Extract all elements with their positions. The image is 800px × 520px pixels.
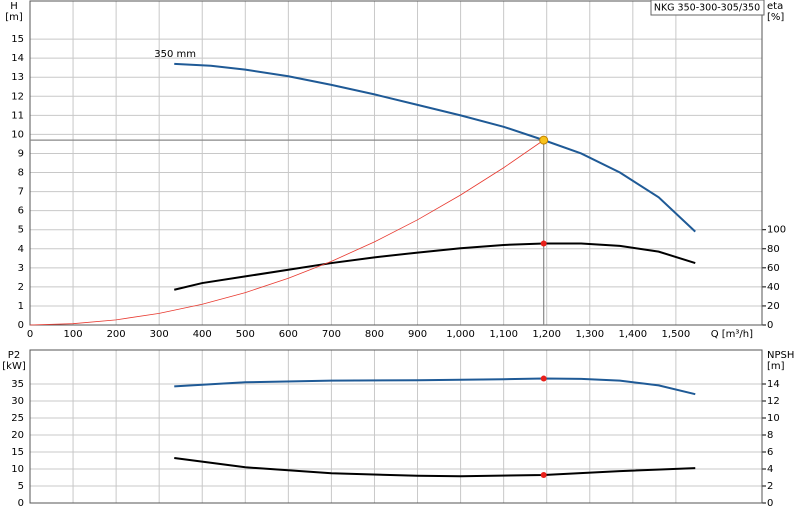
x-tick-label: 100 [64, 329, 83, 340]
y-tick-label: 9 [18, 148, 24, 159]
x-tick-label: 1,300 [575, 329, 604, 340]
y2-axis-unit: [m] [767, 361, 785, 372]
y2-tick-label: 8 [767, 430, 773, 441]
x-tick-label: 400 [193, 329, 212, 340]
y-tick-label: 2 [18, 282, 24, 293]
x-tick-label: 300 [150, 329, 169, 340]
y-tick-label: 6 [18, 206, 24, 217]
y-tick-label: 30 [11, 396, 24, 407]
y2-tick-label: 2 [767, 481, 773, 492]
operating-point [540, 471, 547, 478]
y-tick-label: 5 [18, 481, 24, 492]
y2-tick-label: 12 [767, 396, 780, 407]
y-axis-label: P2 [8, 350, 20, 361]
y-tick-label: 0 [18, 498, 24, 509]
y-axis-unit: [kW] [2, 361, 26, 372]
plot-frame [29, 349, 763, 504]
y-tick-label: 10 [11, 464, 24, 475]
x-tick-label: 1,000 [446, 329, 475, 340]
y2-tick-label: 10 [767, 413, 780, 424]
x-tick-label: 200 [107, 329, 126, 340]
plot-frame [29, 0, 763, 326]
y-tick-label: 15 [11, 447, 24, 458]
x-tick-label: 0 [27, 329, 33, 340]
x-tick-label: 1,500 [662, 329, 691, 340]
y-tick-label: 7 [18, 187, 24, 198]
y2-tick-label: 80 [767, 244, 780, 255]
y-tick-label: 20 [11, 430, 24, 441]
y2-tick-label: 60 [767, 263, 780, 274]
y2-tick-label: 0 [767, 498, 773, 509]
y-tick-label: 35 [11, 379, 24, 390]
curve-label: 350 mm [154, 49, 196, 60]
operating-point [540, 240, 547, 247]
curve [174, 377, 696, 396]
title-box [650, 0, 765, 16]
x-axis-label: Q [m³/h] [711, 329, 753, 340]
x-tick-label: 900 [408, 329, 427, 340]
x-tick-label: 600 [279, 329, 298, 340]
curve [29, 139, 544, 326]
x-tick-label: 1,400 [619, 329, 648, 340]
x-tick-label: 800 [365, 329, 384, 340]
y-tick-label: 14 [11, 53, 24, 64]
y2-axis-label: eta [767, 1, 783, 12]
y-tick-label: 13 [11, 72, 24, 83]
x-tick-label: 500 [236, 329, 255, 340]
y-tick-label: 3 [18, 263, 24, 274]
y-tick-label: 8 [18, 168, 24, 179]
y-tick-label: 10 [11, 129, 24, 140]
curve [174, 242, 696, 291]
y-axis-unit: [m] [5, 12, 23, 23]
y2-tick-label: 6 [767, 447, 773, 458]
y-tick-label: 25 [11, 413, 24, 424]
y2-tick-label: 0 [767, 320, 773, 331]
y-tick-label: 12 [11, 91, 24, 102]
operating-point [539, 135, 549, 145]
y-tick-label: 11 [11, 110, 24, 121]
y-tick-label: 15 [11, 34, 24, 45]
y2-tick-label: 100 [767, 225, 786, 236]
y2-tick-label: 14 [767, 379, 780, 390]
operating-point [540, 375, 547, 382]
curve [174, 62, 696, 233]
y-axis-label: H [10, 1, 18, 12]
y2-tick-label: 20 [767, 301, 780, 312]
chart-title: NKG 350-300-305/350 [654, 3, 760, 14]
y2-axis-label: NPSH [767, 350, 794, 361]
y-tick-label: 0 [18, 320, 24, 331]
curve [174, 456, 696, 478]
y-tick-label: 4 [18, 244, 24, 255]
x-label-bg [701, 327, 752, 341]
x-tick-label: 700 [322, 329, 341, 340]
x-tick-label: 1,100 [489, 329, 518, 340]
x-tick-label: 1,200 [532, 329, 561, 340]
y2-tick-label: 40 [767, 282, 780, 293]
y-tick-label: 1 [18, 301, 24, 312]
y2-tick-label: 4 [767, 464, 773, 475]
y-tick-label: 5 [18, 225, 24, 236]
y2-axis-unit: [%] [767, 12, 784, 23]
